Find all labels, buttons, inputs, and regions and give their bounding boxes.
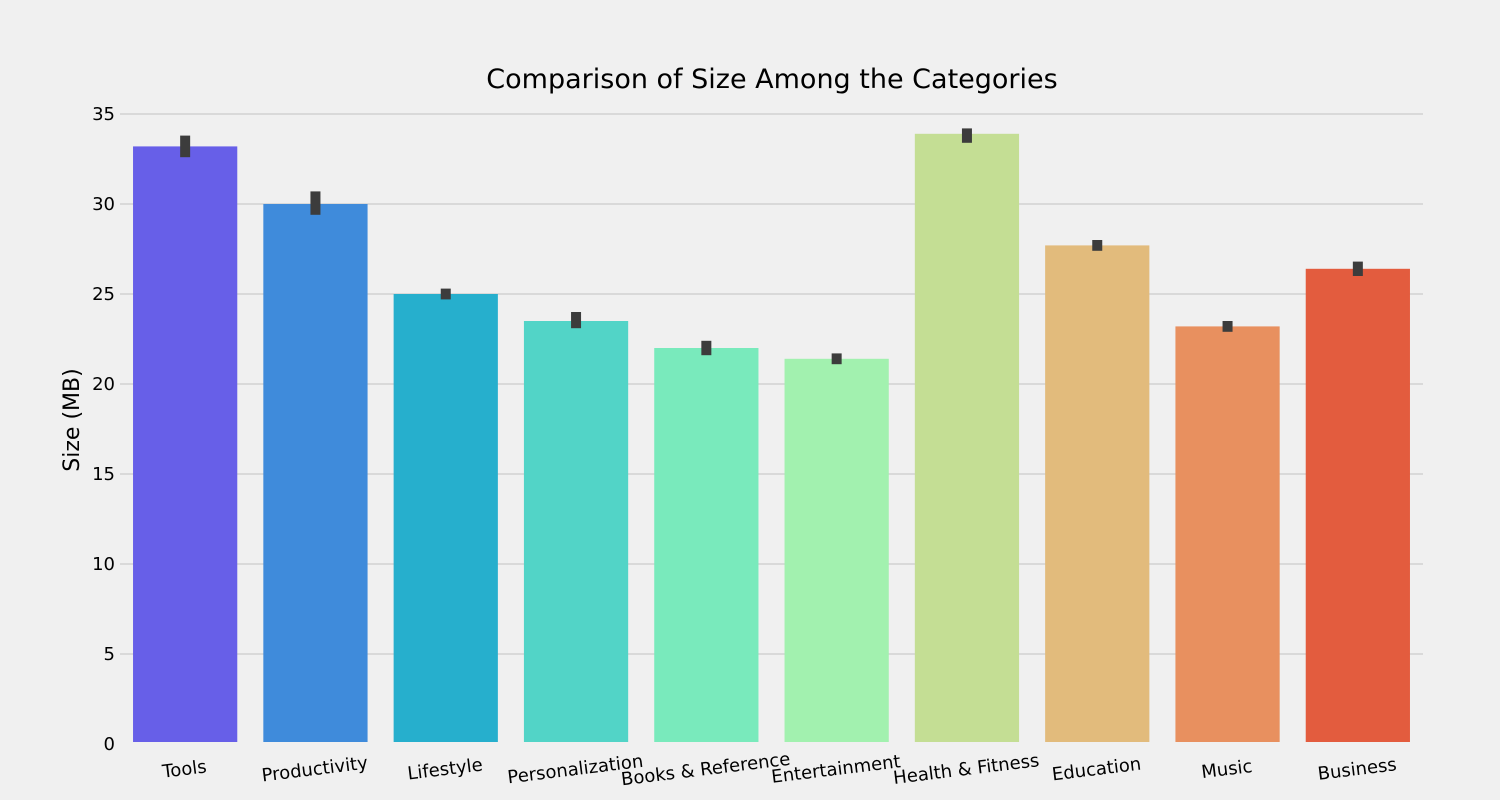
y-axis-label: Size (MB) bbox=[60, 368, 85, 471]
bars bbox=[133, 133, 1410, 743]
chart-title: Comparison of Size Among the Categories bbox=[486, 64, 1057, 95]
error-bar bbox=[180, 135, 191, 158]
error-bar bbox=[1222, 321, 1233, 332]
bar bbox=[133, 146, 238, 742]
bar bbox=[914, 133, 1020, 743]
x-tick-label: Business bbox=[1317, 754, 1398, 785]
y-tick-label: 10 bbox=[92, 554, 115, 575]
y-tick-label: 35 bbox=[92, 104, 115, 125]
error-bar bbox=[831, 353, 842, 365]
y-tick-label: 0 bbox=[104, 734, 115, 755]
error-bar bbox=[1352, 261, 1363, 276]
y-tick-label: 15 bbox=[92, 464, 115, 485]
x-axis-ticks: Tools Productivity Lifestyle Personalizatio… bbox=[160, 749, 1398, 791]
bar bbox=[654, 348, 759, 742]
y-axis-ticks: 0 5 10 15 20 25 30 35 bbox=[92, 104, 115, 755]
error-bar bbox=[961, 128, 972, 143]
x-tick-label: Tools bbox=[160, 756, 208, 782]
y-tick-label: 20 bbox=[92, 374, 115, 395]
bar bbox=[393, 294, 498, 742]
bar bbox=[1305, 268, 1410, 742]
x-tick-label: Entertainment bbox=[770, 751, 901, 788]
error-bar bbox=[571, 312, 582, 329]
x-tick-label: Books & Reference bbox=[620, 749, 792, 791]
bar bbox=[1045, 245, 1150, 742]
y-tick-label: 5 bbox=[104, 644, 115, 665]
y-tick-label: 30 bbox=[92, 194, 115, 215]
x-tick-label: Music bbox=[1200, 756, 1253, 783]
bar bbox=[263, 204, 368, 742]
x-tick-label: Health & Fitness bbox=[892, 750, 1040, 789]
x-tick-label: Education bbox=[1051, 754, 1143, 786]
error-bar bbox=[310, 191, 321, 215]
error-bar bbox=[440, 288, 451, 300]
error-bar bbox=[701, 340, 712, 356]
x-tick-label: Lifestyle bbox=[406, 755, 484, 785]
bar bbox=[784, 358, 889, 742]
bar bbox=[523, 321, 629, 742]
bar bbox=[1175, 326, 1280, 742]
error-bars bbox=[180, 128, 1363, 365]
y-tick-label: 25 bbox=[92, 284, 115, 305]
error-bar bbox=[1092, 240, 1103, 251]
x-tick-label: Productivity bbox=[261, 753, 370, 787]
